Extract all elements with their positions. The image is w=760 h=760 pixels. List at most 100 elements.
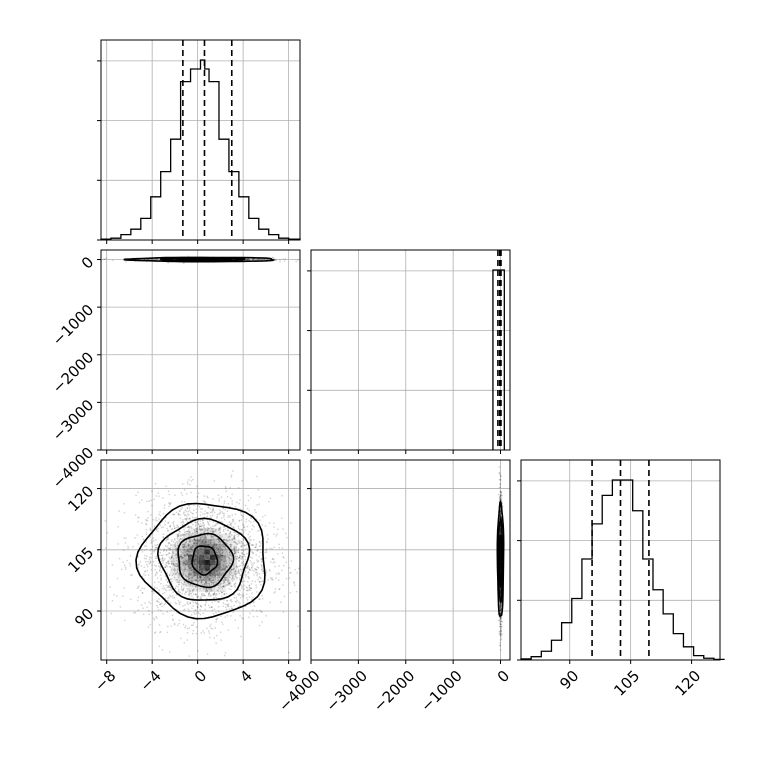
p1-p2-point — [499, 546, 502, 548]
p0-p2-point — [129, 555, 132, 557]
p1-p2-point — [499, 618, 501, 621]
p0-p2-point — [253, 539, 255, 541]
p0-p2-point — [265, 615, 267, 617]
p0-p2-point — [194, 613, 196, 615]
p0-p2-point — [174, 587, 177, 589]
p0-p2-point — [216, 570, 218, 572]
p0-p2-point — [213, 608, 216, 610]
p0-p2-point — [165, 589, 168, 592]
p0-p2-point — [221, 543, 223, 546]
p0-p2-point — [180, 553, 183, 556]
p0-p2-point — [195, 609, 197, 612]
p0-p2-point — [246, 552, 248, 555]
p0-p2-point — [290, 572, 292, 574]
p0-p2-point — [242, 563, 245, 565]
p0-p2-point — [170, 544, 172, 546]
p0-p2-point — [194, 574, 196, 577]
p1-p2-point — [500, 553, 502, 556]
p0-p2-point — [198, 552, 200, 554]
p0-p2-point — [166, 581, 169, 584]
p0-p2-point — [171, 560, 173, 562]
p0-p2-point — [216, 634, 218, 637]
p0-p2-point — [188, 479, 190, 481]
p0-p2-point — [202, 578, 205, 581]
p0-p2-point — [137, 555, 140, 558]
p0-p2-point — [212, 579, 214, 582]
p1-p2-point — [499, 593, 502, 595]
p0-p2-point — [170, 561, 173, 564]
p1-p2-point — [499, 590, 501, 592]
p0-p2-point — [208, 527, 210, 530]
p0-p2-point — [251, 567, 253, 569]
p0-p2-point — [228, 572, 231, 574]
p0-p2-point — [141, 535, 144, 538]
p0-p2-point — [233, 572, 236, 575]
p0-p2-point — [158, 518, 160, 520]
p0-p2-point — [144, 545, 146, 547]
p0-p2-point — [233, 536, 235, 538]
p0-p2-point — [152, 540, 155, 542]
p0-p2-point — [258, 503, 260, 505]
p0-p2-point — [222, 564, 224, 566]
p0-p2-point — [159, 567, 162, 570]
p0-p2-point — [197, 580, 200, 583]
p0-p2-point — [213, 564, 215, 567]
p0-p1-point — [151, 258, 153, 260]
p0-p2-point — [194, 579, 197, 582]
p0-p2-point — [174, 546, 176, 548]
p0-p2-point — [234, 575, 237, 577]
p0-p2-point — [212, 531, 215, 534]
p0-p2-point — [183, 528, 185, 531]
p0-p2-point — [241, 545, 243, 547]
p0-p2-point — [208, 587, 211, 590]
p0-p2-point — [261, 611, 263, 613]
p0-p2-density-cell — [226, 533, 232, 539]
p0-p1-point — [103, 258, 105, 261]
p0-p2-point — [195, 542, 197, 545]
p0-p2-point — [244, 570, 247, 572]
p0-p2-point — [183, 583, 185, 586]
p0-p2-point — [181, 538, 183, 540]
p1-p2-point — [499, 524, 502, 526]
p0-p2-point — [187, 526, 189, 528]
p0-p2-point — [161, 602, 163, 604]
p0-p2-point — [151, 611, 153, 614]
p0-p2-point — [235, 565, 238, 567]
p0-p2-density-cell — [226, 581, 232, 587]
p1-p2-point — [499, 551, 502, 553]
p0-p2-point — [185, 560, 187, 562]
p0-p2-point — [210, 583, 213, 586]
p1-p2-point — [499, 632, 501, 634]
p0-p2-point — [216, 517, 218, 519]
p0-p2-point — [206, 526, 209, 529]
p0-p2-point — [206, 512, 208, 514]
p0-p2-point — [183, 501, 186, 503]
p0-p2-point — [140, 565, 143, 567]
p0-p2-point — [251, 557, 253, 559]
p0-p2-point — [222, 507, 225, 509]
p0-p2-point — [183, 570, 186, 572]
p0-p2-point — [220, 566, 222, 568]
p0-p2-point — [249, 589, 251, 591]
p0-p2-point — [183, 540, 185, 542]
p0-p2-point — [233, 531, 235, 533]
p0-p2-point — [275, 535, 277, 537]
p0-p2-point — [200, 580, 203, 582]
p0-p2-point — [187, 543, 189, 545]
p0-p2-point — [223, 581, 225, 584]
p0-p2-point — [152, 617, 155, 620]
p0-p2-point — [225, 608, 228, 610]
p0-p2-point — [204, 501, 207, 504]
p0-p2-point — [183, 489, 186, 491]
p1-p2-point — [500, 553, 502, 555]
p1-p2-point — [500, 631, 502, 633]
p0-p2-point — [236, 599, 238, 602]
p0-p2-point — [200, 548, 202, 550]
p0-p2-point — [214, 583, 216, 586]
p0-p2-point — [152, 537, 154, 539]
p0-p2-density-cell — [193, 549, 200, 555]
p0-p2-point — [183, 546, 185, 548]
p0-p2-density-cell — [182, 581, 189, 587]
p0-p1-contour-2 — [160, 257, 246, 262]
p0-p2-point — [207, 542, 209, 544]
